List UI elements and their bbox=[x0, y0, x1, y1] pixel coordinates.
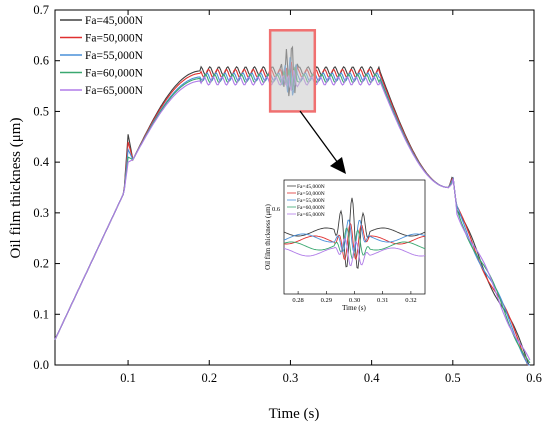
x-tick-label: 0.1 bbox=[120, 371, 136, 385]
y-tick-label: 0.7 bbox=[33, 3, 49, 17]
y-axis-ticks: 0.0 0.1 0.2 0.3 0.4 0.5 0.6 0.7 bbox=[33, 3, 534, 372]
y-tick-label: 0.4 bbox=[33, 155, 49, 169]
x-tick-label: 0.5 bbox=[445, 371, 461, 385]
inset-legend-label: Fa=55,000N bbox=[297, 198, 325, 204]
legend-label: Fa=50,000N bbox=[85, 33, 144, 45]
inset-series-line bbox=[283, 197, 426, 269]
y-tick-label: 0.1 bbox=[33, 307, 49, 321]
y-tick-label: 0.2 bbox=[33, 257, 49, 271]
legend-label: Fa=60,000N bbox=[85, 68, 144, 80]
y-tick-label: 0.5 bbox=[33, 104, 49, 118]
inset-x-tick-label: 0.28 bbox=[292, 297, 303, 304]
x-axis-ticks: 0.1 0.2 0.3 0.4 0.5 0.6 bbox=[120, 10, 542, 385]
x-tick-label: 0.2 bbox=[201, 371, 217, 385]
inset-legend-label: Fa=60,000N bbox=[297, 205, 325, 211]
inset-x-tick-label: 0.31 bbox=[377, 297, 388, 304]
zoom-arrow-line bbox=[299, 110, 339, 164]
inset-x-axis-title: Time (s) bbox=[342, 304, 366, 312]
inset-y-axis-title: Oil film thickness (μm) bbox=[264, 203, 272, 269]
y-tick-label: 0.6 bbox=[33, 54, 49, 68]
legend-label: Fa=55,000N bbox=[85, 50, 144, 62]
y-axis-title: Oil film thickness (μm) bbox=[8, 118, 24, 259]
inset-legend-label: Fa=65,000N bbox=[297, 212, 325, 218]
x-axis-title: Time (s) bbox=[269, 406, 320, 422]
x-tick-label: 0.6 bbox=[526, 371, 542, 385]
inset-series-line bbox=[283, 237, 426, 267]
legend-label: Fa=65,000N bbox=[85, 85, 144, 97]
inset-legend-label: Fa=50,000N bbox=[297, 191, 325, 197]
inset-legend-label: Fa=45,000N bbox=[297, 184, 325, 190]
inset-y-tick-label: 0.6 bbox=[272, 206, 281, 213]
x-tick-label: 0.4 bbox=[364, 371, 380, 385]
inset-series-lines bbox=[283, 197, 426, 269]
inset-x-ticks: 0.28 0.29 0.30 0.31 0.32 bbox=[292, 291, 417, 304]
zoom-highlight-box bbox=[268, 29, 317, 113]
inset-legend: Fa=45,000NFa=50,000NFa=55,000NFa=60,000N… bbox=[287, 184, 325, 218]
inset-series-line bbox=[284, 222, 426, 261]
x-tick-label: 0.3 bbox=[283, 371, 299, 385]
zoom-arrow-head bbox=[330, 157, 346, 174]
inset-x-tick-label: 0.30 bbox=[349, 297, 360, 304]
legend: Fa=45,000N Fa=50,000N Fa=55,000N Fa=60,000N… bbox=[60, 15, 144, 97]
y-tick-label: 0.0 bbox=[33, 358, 49, 372]
y-tick-label: 0.3 bbox=[33, 206, 49, 220]
inset-x-tick-label: 0.32 bbox=[405, 297, 416, 304]
inset-x-tick-label: 0.29 bbox=[321, 297, 332, 304]
legend-label: Fa=45,000N bbox=[85, 15, 144, 27]
inset-chart: 0.28 0.29 0.30 0.31 0.32 0.6 Time (s) Oil fi… bbox=[264, 179, 426, 312]
